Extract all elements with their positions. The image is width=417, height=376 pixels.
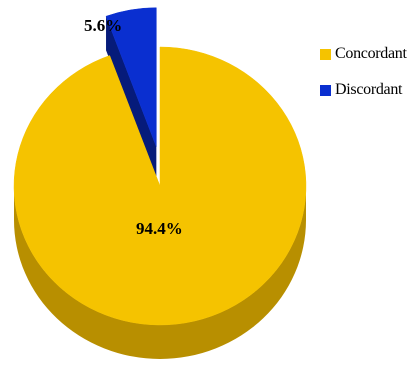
pie-cut-face-discordant-0 [106,16,157,181]
chart-legend: Concordant Discordant [320,44,407,116]
data-label-concordant: 94.4% [136,219,183,238]
legend-item-discordant: Discordant [320,80,407,100]
pie-slice-discordant [105,7,157,147]
legend-swatch-discordant [320,84,331,96]
legend-label-concordant: Concordant [335,45,407,62]
legend-item-concordant: Concordant [320,44,407,64]
pie-slice-concordant [13,46,307,326]
pie-label-layer: 94.4% 5.6% [84,16,183,238]
legend-label-discordant: Discordant [335,81,403,98]
pie-top-layer [13,7,307,326]
pie-side-concordant [14,186,306,359]
data-label-discordant: 5.6% [84,16,122,35]
legend-swatch-concordant [320,48,331,60]
